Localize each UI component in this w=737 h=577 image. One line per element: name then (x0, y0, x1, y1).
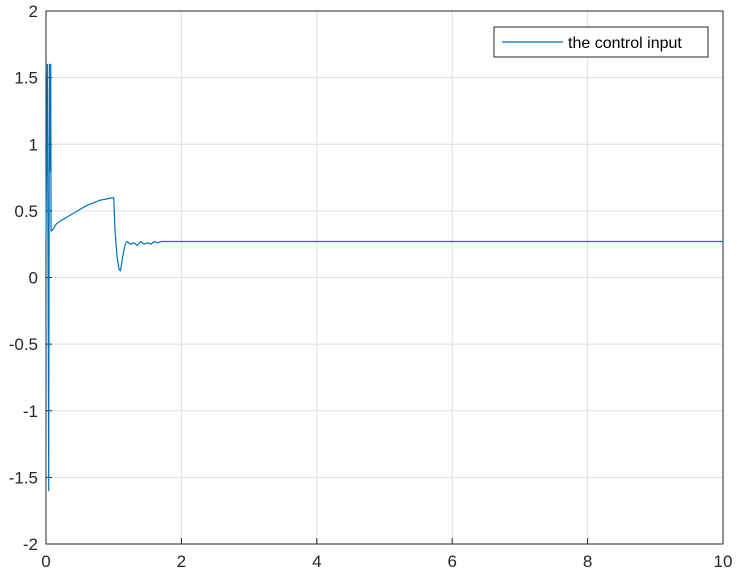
y-tick-label: 1.5 (14, 69, 38, 88)
x-tick-labels: 0 2 4 6 8 10 (41, 552, 732, 571)
grid-lines (46, 11, 723, 544)
x-tick-label: 10 (714, 552, 733, 571)
legend: the control input (493, 26, 709, 58)
x-tick-label: 0 (41, 552, 50, 571)
series-line-0 (45, 63, 723, 492)
plot-frame (45, 10, 724, 545)
legend-label: the control input (568, 35, 682, 52)
y-tick-labels: 2 1.5 1 0.5 0 -0.5 -1 -1.5 -2 (9, 2, 38, 554)
y-tick-label: 1 (29, 135, 38, 154)
y-tick-label: 0 (29, 269, 38, 288)
y-tick-label: -2 (23, 535, 38, 554)
x-tick-label: 6 (447, 552, 456, 571)
y-tick-label: -1.5 (9, 468, 38, 487)
x-tick-label: 2 (177, 552, 186, 571)
y-tick-label: 0.5 (14, 202, 38, 221)
series-lines (45, 63, 723, 492)
y-tick-label: -1 (23, 402, 38, 421)
y-tick-label: 2 (29, 2, 38, 21)
y-tick-label: -0.5 (9, 335, 38, 354)
x-tick-label: 4 (312, 552, 321, 571)
x-tick-label: 8 (583, 552, 592, 571)
